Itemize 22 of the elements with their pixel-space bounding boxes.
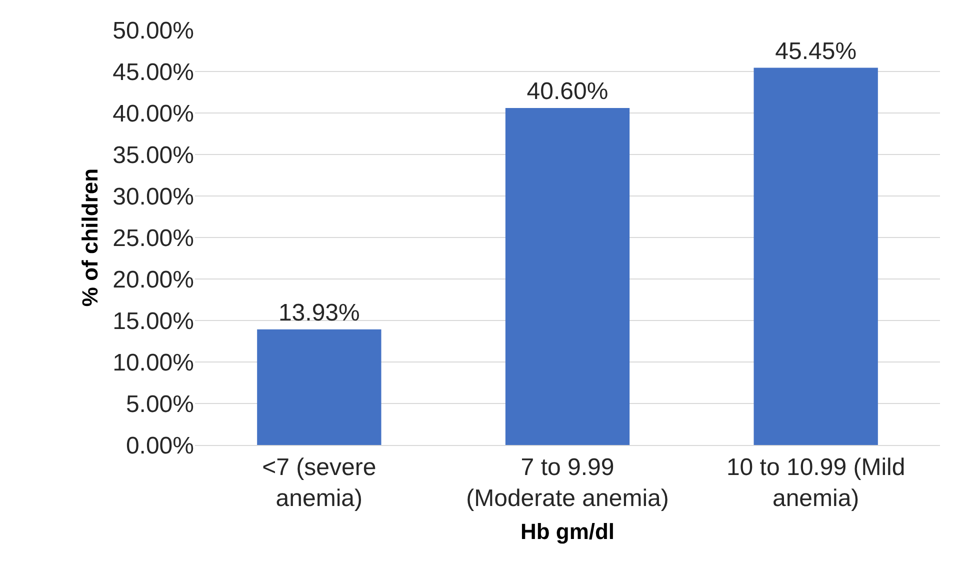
x-tick-label: 10 to 10.99 (Mild anemia)	[726, 454, 906, 512]
y-tick-label: 25.00%	[112, 224, 194, 252]
y-tick-label: 30.00%	[112, 183, 194, 210]
y-tick-label: 15.00%	[112, 308, 194, 335]
data-label: 13.93%	[278, 299, 360, 326]
y-tick-label: 20.00%	[112, 266, 194, 294]
x-tick-label: <7 (severe anemia)	[262, 454, 376, 512]
y-tick-label: 5.00%	[126, 390, 194, 418]
y-axis-title: % of children	[77, 168, 102, 307]
bar	[505, 108, 630, 445]
bar	[754, 68, 878, 445]
y-tick-label: 50.00%	[112, 17, 194, 44]
data-label: 40.60%	[526, 78, 608, 106]
y-tick-label: 35.00%	[112, 142, 194, 169]
y-tick-label: 10.00%	[112, 349, 194, 376]
x-tick-label: 7 to 9.99 (Moderate anemia)	[466, 454, 669, 512]
y-tick-label: 45.00%	[112, 58, 194, 86]
y-tick-label: 0.00%	[126, 432, 194, 460]
x-axis-title: Hb gm/dl	[520, 518, 615, 544]
bar	[257, 329, 382, 445]
y-tick-label: 40.00%	[112, 100, 194, 128]
data-label: 45.45%	[775, 38, 857, 65]
